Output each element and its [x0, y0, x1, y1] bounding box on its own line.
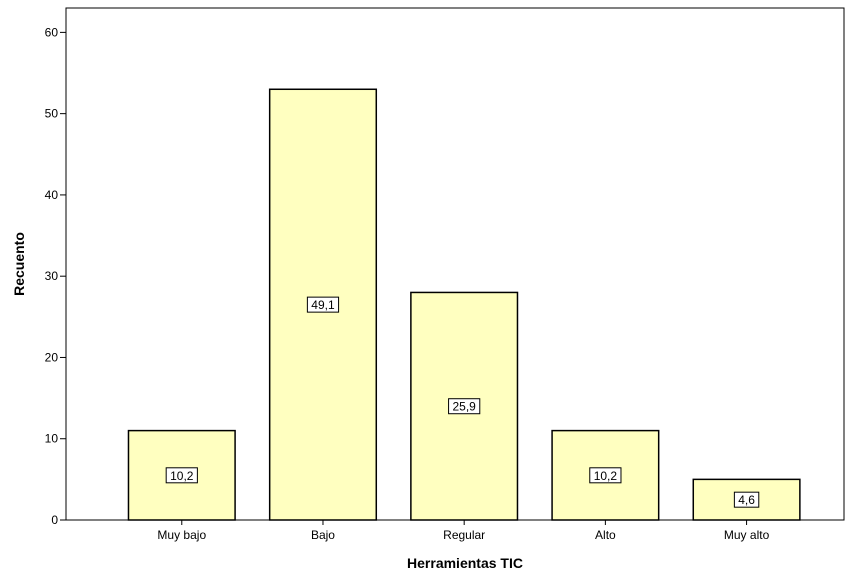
bar	[692, 478, 801, 521]
data-label: 10,2	[170, 469, 194, 483]
x-tick-label: Bajo	[311, 528, 335, 542]
data-label-box	[589, 467, 622, 484]
y-axis-title: Recuento	[11, 232, 27, 296]
x-tick-label: Alto	[595, 528, 616, 542]
data-label-box	[733, 491, 760, 508]
bars: 10,2 49,1 25,9 10,2 4,6	[127, 88, 801, 521]
x-tick-label: Muy bajo	[157, 528, 206, 542]
data-label: 25,9	[452, 400, 476, 414]
y-tick-label: 30	[45, 269, 59, 283]
data-label: 4,6	[738, 493, 755, 507]
y-axis: 0 10 20 30 40 50 60	[45, 25, 66, 527]
data-label: 10,2	[594, 469, 618, 483]
data-label-box	[165, 467, 198, 484]
y-tick-label: 20	[45, 350, 59, 364]
y-tick-label: 50	[45, 107, 59, 121]
y-tick-label: 60	[45, 25, 59, 39]
x-axis: Muy bajo Bajo Regular Alto Muy alto	[157, 520, 770, 542]
x-axis-title: Herramientas TIC	[407, 555, 523, 571]
x-tick-label: Regular	[443, 528, 485, 542]
data-label-box	[306, 296, 340, 313]
y-tick-label: 0	[51, 513, 58, 527]
data-label-box	[448, 398, 481, 415]
data-label: 49,1	[311, 298, 335, 312]
y-tick-label: 40	[45, 188, 59, 202]
x-tick-label: Muy alto	[724, 528, 770, 542]
y-tick-label: 10	[45, 432, 59, 446]
